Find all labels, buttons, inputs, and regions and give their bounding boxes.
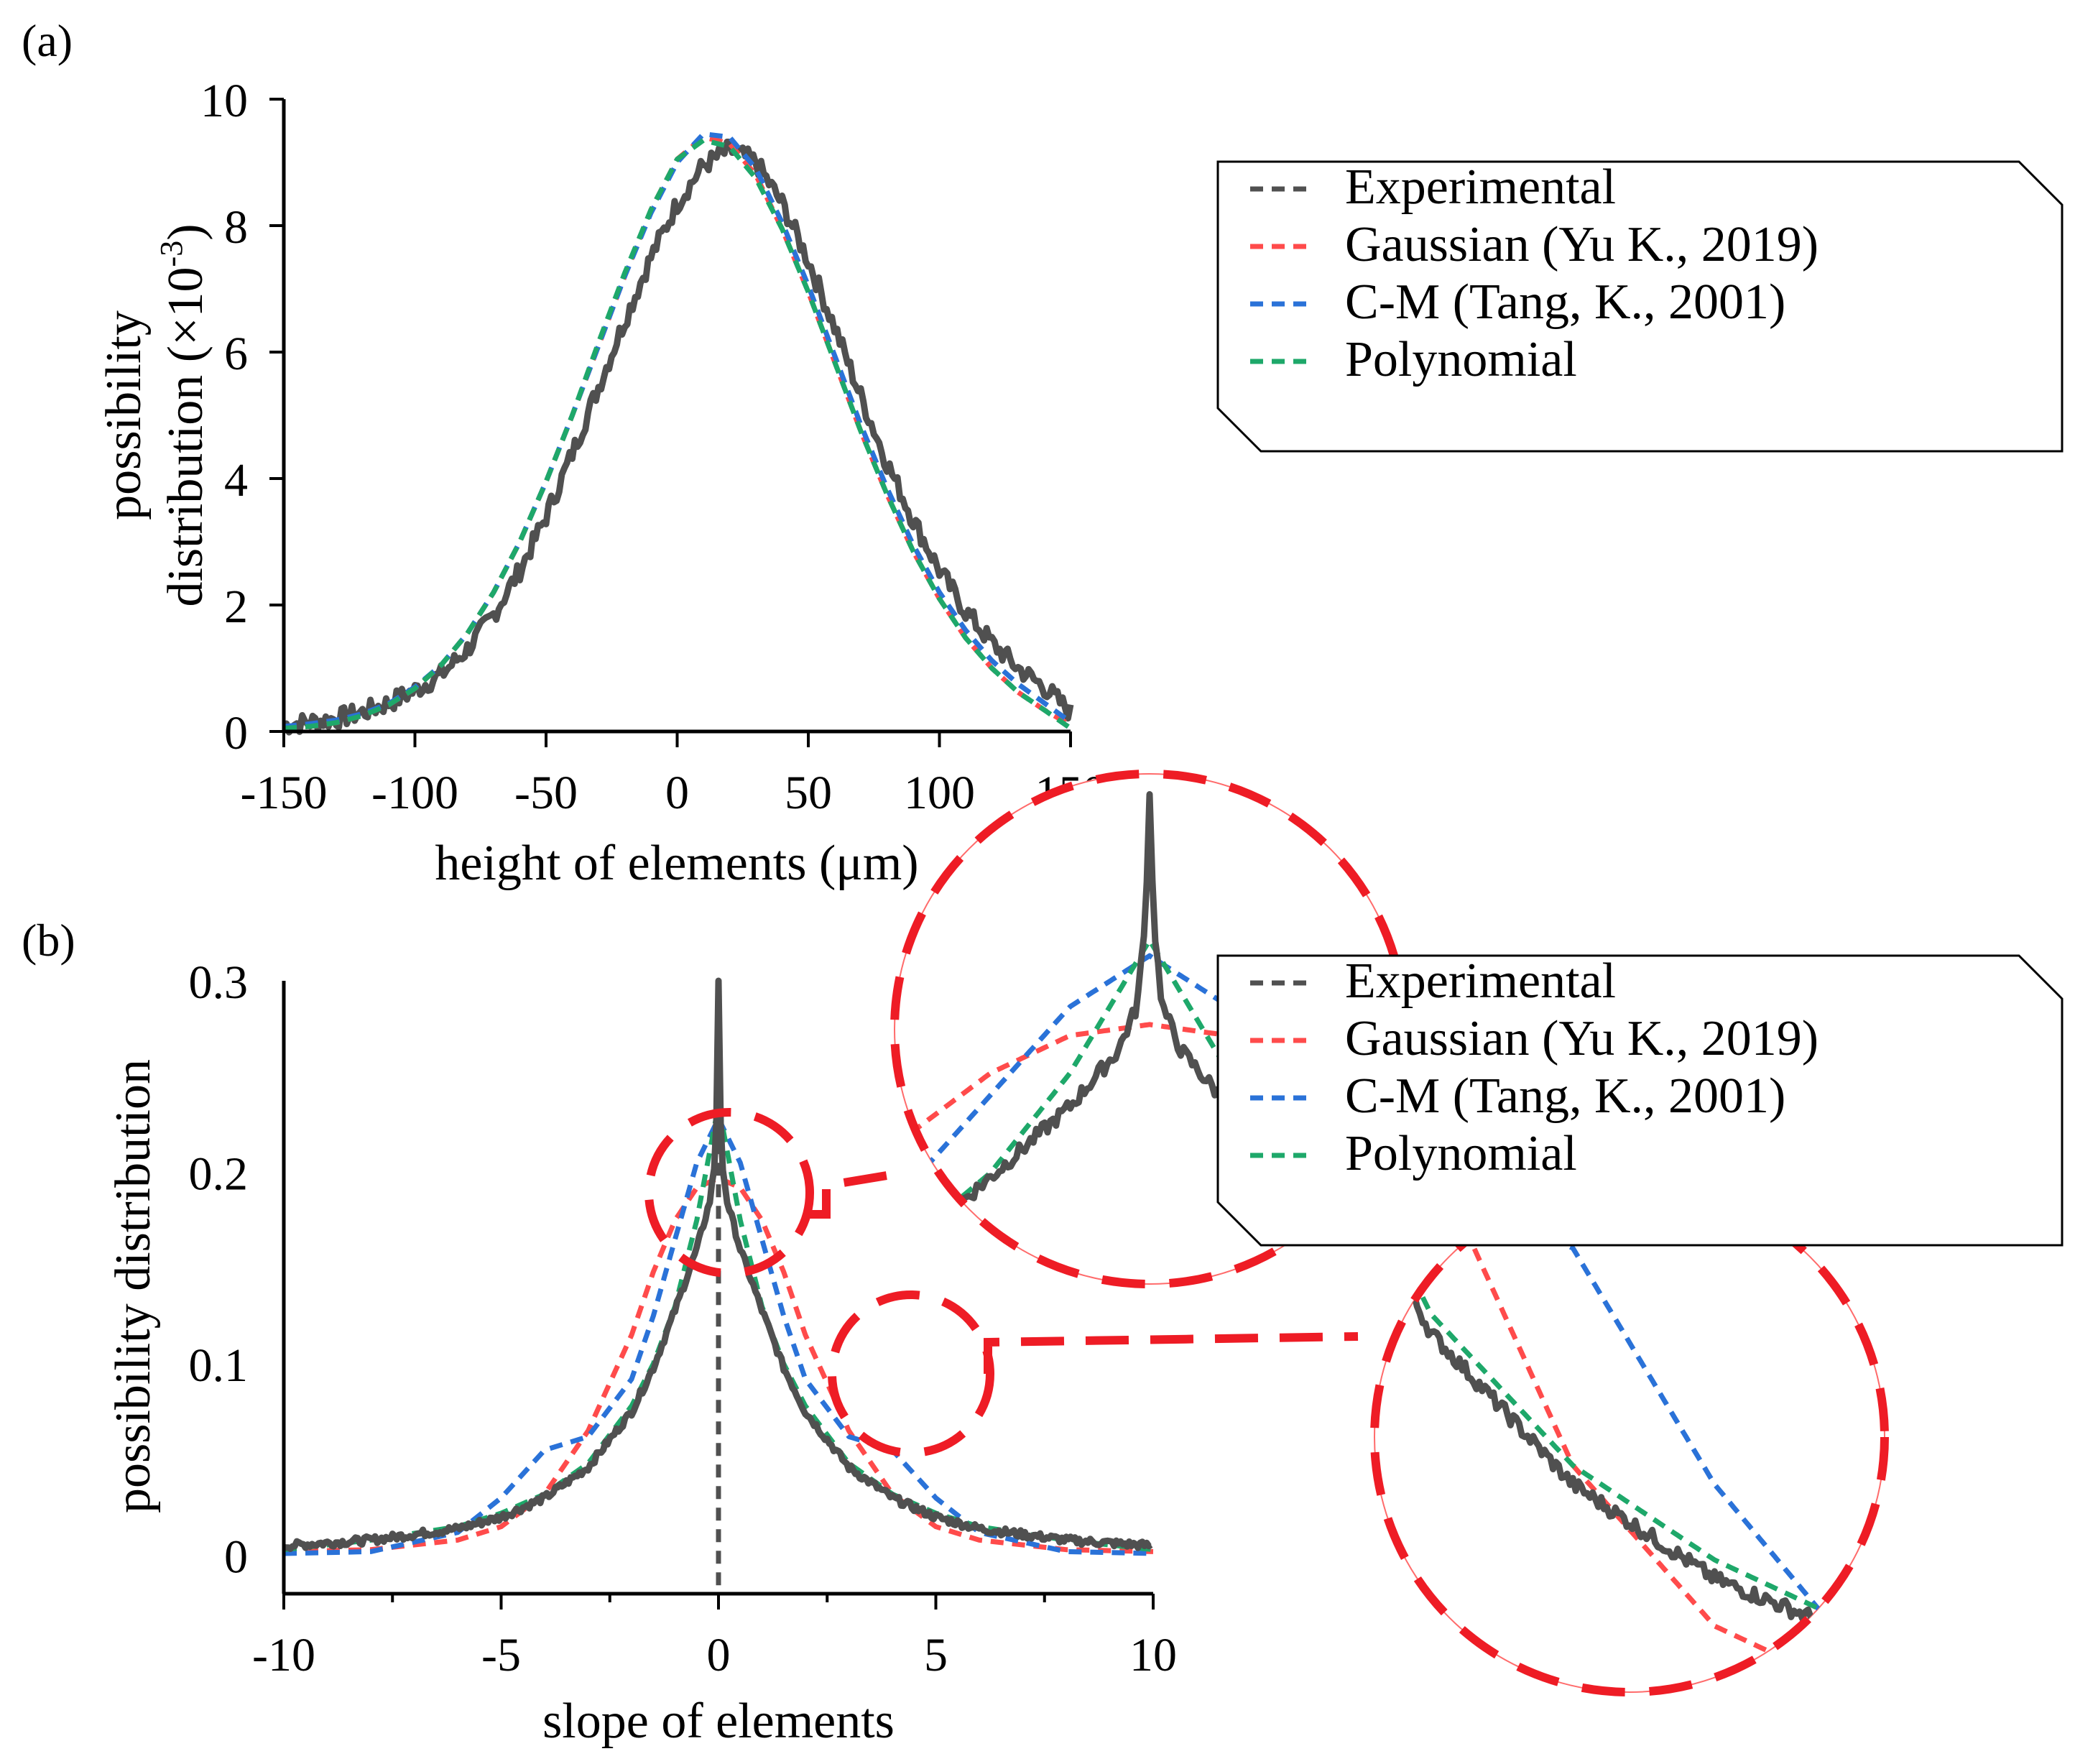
panel-b-y-tick-label: 0 [224,1531,248,1584]
panel-a-y-tick-label: 6 [224,328,248,380]
panel-a-y-label-line2: distribution (×10-3) [154,223,213,606]
panel-b-x-ticks: -10 -5 0 5 10 [252,1594,1177,1681]
panel-a-y-tick-label: 8 [224,201,248,254]
panel-a-y-label-exponent: -3 [154,241,189,267]
legend-b-box [1216,954,2064,1247]
panel-a-y-label-line1: possibility [96,310,152,520]
legend-b-label-gaussian: Gaussian (Yu K., 2019) [1345,1011,1818,1066]
panel-a-y-label-main: distribution (×10 [158,267,213,606]
legend-a-label-polynomial: Polynomial [1345,332,1577,387]
panel-b-x-tick-label: -10 [252,1629,315,1681]
legend-b-label-experimental: Experimental [1345,953,1616,1009]
panel-a-y-ticks: 0 2 4 6 8 10 [200,75,284,759]
inset-tail-circle [1370,1178,1889,1696]
panel-b-y-tick-label: 0.2 [189,1148,249,1201]
panel-a-y-tick-label: 0 [224,707,248,759]
panel-b-y-tick-label: 0.1 [189,1339,249,1392]
legend-a-box [1216,160,2064,453]
zoom-link-tail [984,1332,1359,1374]
panel-a-y-label-close: ) [158,223,213,240]
panel-b: (b) -10 -5 0 5 10 00.10.20.3 slope of elemen… [22,770,2064,1749]
panel-a-y-tick-label: 10 [200,75,248,127]
inset-peak-series-gaussian [895,1022,1405,1150]
panel-b-series-experimental [282,977,1153,1552]
panel-b-x-tick-label: 0 [707,1629,731,1681]
panel-b-x-tick-label: -5 [481,1629,521,1681]
panel-a-curves [282,131,1074,736]
zoom-link-peak [808,1170,892,1219]
panel-a-x-tick-label: 0 [665,767,689,819]
panel-a-y-tick-label: 4 [224,454,248,507]
panel-b-x-tick-label: 5 [924,1629,948,1681]
inset-tail-series-experimental [1374,1219,1885,1649]
panel-b-y-label: possibility distribution [106,1059,161,1513]
panel-b-y-tick-label: 0.3 [189,956,249,1009]
panel-a-x-tick-label: -100 [371,767,458,819]
panel-a-x-tick-label: 100 [904,767,975,819]
panel-b-y-ticks: 0 0.1 0.2 0.3 [189,956,249,1584]
panel-a-x-tick-label: 50 [785,767,832,819]
panel-a-x-tick-label: -150 [241,767,328,819]
panel-a-y-label: possibility distribution (×10-3) [96,223,213,606]
panel-b-x-label: slope of elements [542,1694,895,1749]
zoom-circle-peak [644,1108,814,1278]
panel-b-x-tick-label: 10 [1129,1629,1177,1681]
legend-a-label-gaussian: Gaussian (Yu K., 2019) [1345,217,1818,272]
legend-a-label-cm: C-M (Tang, K., 2001) [1345,274,1785,330]
panel-a-series-polynomial [283,137,1073,731]
panel-b-curves [282,977,1154,1594]
panel-a-y-tick-label: 2 [224,581,248,633]
panel-b-series-cm [283,1116,1154,1556]
legend-b-label-polynomial: Polynomial [1345,1126,1577,1181]
panel-a-x-tick-label: -50 [514,767,578,819]
panel-a-x-label: height of elements (μm) [435,836,918,891]
panel-b-label: (b) [22,915,75,966]
panel-a-x-ticks: -150-100-50050100150 [241,731,1106,819]
legend-b-label-cm: C-M (Tang, K., 2001) [1345,1068,1785,1124]
legend-a-label-experimental: Experimental [1345,160,1616,215]
panel-a-label: (a) [22,15,73,66]
